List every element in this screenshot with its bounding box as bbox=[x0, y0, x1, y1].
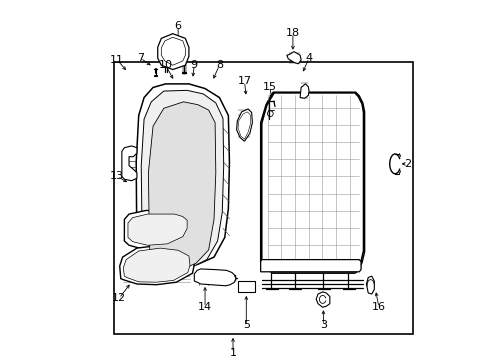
Polygon shape bbox=[124, 211, 190, 250]
Polygon shape bbox=[158, 34, 188, 69]
Polygon shape bbox=[286, 51, 301, 64]
Text: 15: 15 bbox=[262, 82, 276, 92]
Polygon shape bbox=[300, 84, 308, 98]
Bar bbox=[238, 281, 255, 292]
Polygon shape bbox=[260, 260, 360, 272]
Polygon shape bbox=[236, 109, 252, 141]
Text: 11: 11 bbox=[110, 55, 124, 65]
Text: 14: 14 bbox=[198, 302, 212, 312]
Polygon shape bbox=[316, 292, 329, 307]
Polygon shape bbox=[366, 276, 373, 294]
Text: 16: 16 bbox=[371, 302, 385, 312]
Polygon shape bbox=[136, 84, 229, 267]
Text: 17: 17 bbox=[237, 76, 251, 86]
Text: 3: 3 bbox=[319, 320, 326, 330]
Polygon shape bbox=[123, 248, 190, 282]
Polygon shape bbox=[128, 214, 187, 245]
Text: 6: 6 bbox=[174, 21, 181, 31]
Text: 13: 13 bbox=[110, 171, 124, 181]
Polygon shape bbox=[120, 245, 194, 285]
Text: 18: 18 bbox=[285, 28, 299, 38]
Polygon shape bbox=[194, 269, 235, 286]
Polygon shape bbox=[122, 146, 137, 181]
Text: 9: 9 bbox=[190, 60, 198, 70]
Bar bbox=[113, 62, 412, 334]
Text: 2: 2 bbox=[403, 159, 410, 169]
Polygon shape bbox=[260, 92, 364, 273]
Text: 7: 7 bbox=[137, 53, 144, 63]
Text: 5: 5 bbox=[243, 320, 249, 330]
Text: 10: 10 bbox=[158, 60, 172, 70]
Text: 12: 12 bbox=[112, 293, 126, 303]
Polygon shape bbox=[141, 90, 223, 270]
Polygon shape bbox=[148, 102, 215, 271]
Text: 4: 4 bbox=[305, 53, 312, 63]
Text: 8: 8 bbox=[215, 60, 223, 70]
Text: 1: 1 bbox=[229, 348, 236, 358]
